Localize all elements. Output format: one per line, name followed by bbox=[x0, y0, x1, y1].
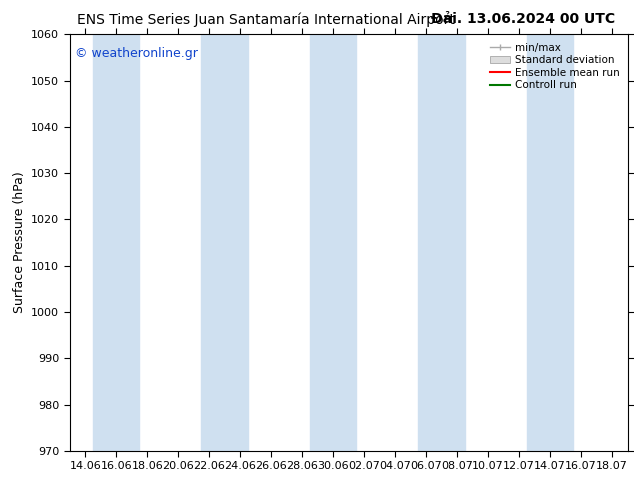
Bar bbox=[93, 34, 139, 451]
Bar bbox=[310, 34, 356, 451]
Legend: min/max, Standard deviation, Ensemble mean run, Controll run: min/max, Standard deviation, Ensemble me… bbox=[486, 40, 623, 94]
Text: © weatheronline.gr: © weatheronline.gr bbox=[75, 47, 198, 60]
Bar bbox=[418, 34, 465, 451]
Bar bbox=[527, 34, 573, 451]
Text: Đải. 13.06.2024 00 UTC: Đải. 13.06.2024 00 UTC bbox=[431, 12, 615, 26]
Y-axis label: Surface Pressure (hPa): Surface Pressure (hPa) bbox=[13, 172, 25, 314]
Bar bbox=[202, 34, 248, 451]
Text: ENS Time Series Juan Santamaría International Airport: ENS Time Series Juan Santamaría Internat… bbox=[77, 12, 455, 27]
